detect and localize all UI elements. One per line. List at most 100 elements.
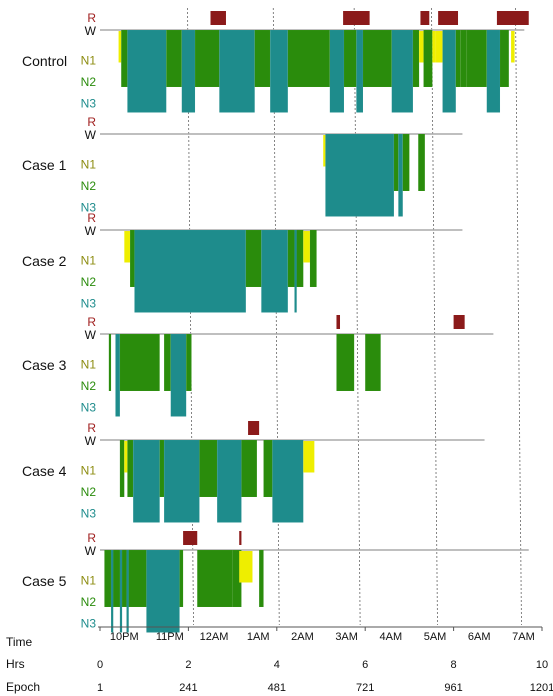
- epoch-tick-0: 1: [97, 682, 103, 694]
- segment-n2-0-21: [455, 29, 461, 88]
- segment-n2-0-23: [466, 29, 487, 88]
- segment-n2-0-22: [459, 29, 468, 88]
- gridline-3: [431, 7, 438, 626]
- segment-n2-4-9: [263, 439, 273, 498]
- segment-n2-4-8: [241, 439, 258, 498]
- stage-label-n3-0: N3: [81, 97, 97, 111]
- stage-label-n2-4: N2: [81, 485, 97, 499]
- segment-r-5-10: [183, 531, 198, 545]
- segment-n3-4-7: [216, 439, 242, 523]
- segment-n3-0-10: [329, 29, 345, 113]
- gridline-4: [515, 7, 522, 626]
- time-axis-label: Time: [6, 635, 33, 649]
- segment-n2-0-9: [287, 29, 331, 88]
- segment-n1-0-0: [118, 30, 122, 63]
- hrs-tick-3: 6: [362, 659, 368, 671]
- segment-n3-5-3: [126, 549, 129, 633]
- stage-label-n1-4: N1: [81, 464, 97, 478]
- hrs-tick-0: 0: [97, 659, 103, 671]
- panel-label-3: Case 3: [22, 357, 67, 373]
- segment-n2-3-6: [336, 333, 355, 392]
- segment-n3-4-3: [132, 439, 160, 523]
- segment-n1-1-0: [322, 134, 326, 167]
- segment-n3-3-4: [170, 333, 187, 417]
- segment-n1-0-19: [435, 30, 443, 63]
- segment-n2-2-7: [309, 229, 317, 288]
- stage-label-n1-0: N1: [81, 54, 97, 68]
- epoch-axis-label: Epoch: [6, 680, 40, 694]
- segment-n2-0-15: [412, 29, 420, 88]
- segment-n2-3-7: [364, 333, 381, 392]
- stage-label-r-3: R: [87, 315, 96, 329]
- segment-n2-0-25: [499, 29, 510, 88]
- segment-n1-4-11: [303, 440, 315, 473]
- segment-n2-0-7: [254, 29, 271, 88]
- stage-label-r-2: R: [87, 211, 96, 225]
- segment-n1-0-26: [510, 30, 515, 63]
- segment-r-0-28: [343, 11, 370, 25]
- time-tick-3: 1AM: [247, 631, 270, 643]
- segment-n2-4-0: [119, 439, 125, 498]
- stage-label-n3-3: N3: [81, 401, 97, 415]
- segment-r-0-31: [496, 11, 529, 25]
- hrs-tick-5: 10: [536, 659, 548, 671]
- stage-label-r-1: R: [87, 115, 96, 129]
- segment-n3-1-3: [398, 133, 404, 217]
- epoch-tick-4: 961: [444, 682, 462, 694]
- segment-n2-4-6: [199, 439, 218, 498]
- stage-label-r-5: R: [87, 531, 96, 545]
- segment-n1-2-6: [303, 230, 311, 263]
- panel-label-2: Case 2: [22, 253, 67, 269]
- hrs-tick-4: 8: [451, 659, 457, 671]
- stage-label-n2-3: N2: [81, 379, 97, 393]
- time-tick-6: 4AM: [380, 631, 403, 643]
- stage-label-n3-4: N3: [81, 507, 97, 521]
- time-tick-9: 7AM: [512, 631, 535, 643]
- gridline-0: [187, 7, 194, 626]
- segment-n3-0-8: [269, 29, 289, 113]
- segment-n3-2-8: [294, 229, 297, 313]
- segment-n2-0-3: [166, 29, 183, 88]
- segment-n2-4-4: [159, 439, 165, 498]
- segment-n2-3-3: [163, 333, 171, 392]
- time-tick-4: 2AM: [291, 631, 314, 643]
- stage-label-n2-5: N2: [81, 595, 97, 609]
- segment-r-5-11: [239, 531, 242, 545]
- hrs-axis-label: Hrs: [6, 657, 25, 671]
- stage-label-w-3: W: [85, 328, 97, 342]
- segment-r-4-12: [248, 421, 260, 435]
- segment-n2-5-5: [179, 549, 184, 608]
- segment-n1-0-18: [432, 30, 437, 63]
- segment-n2-5-9: [258, 549, 264, 608]
- segment-n2-3-2: [119, 333, 160, 392]
- stage-label-n3-5: N3: [81, 617, 97, 631]
- segment-r-3-8: [336, 315, 341, 329]
- epoch-tick-2: 481: [268, 682, 286, 694]
- segment-n3-0-2: [127, 29, 167, 113]
- stage-label-n1-5: N1: [81, 574, 97, 588]
- segment-n3-0-20: [442, 29, 457, 113]
- segment-n2-0-13: [362, 29, 392, 88]
- segment-n1-0-16: [418, 30, 424, 63]
- stage-label-w-5: W: [85, 544, 97, 558]
- panel-label-1: Case 1: [22, 157, 67, 173]
- panel-label-4: Case 4: [22, 463, 67, 479]
- time-tick-5: 3AM: [335, 631, 358, 643]
- segment-n2-0-5: [194, 29, 220, 88]
- segment-n2-1-5: [417, 133, 426, 192]
- segment-n2-3-0: [108, 333, 112, 392]
- epoch-tick-5: 1201: [530, 682, 553, 694]
- segment-n3-2-4: [261, 229, 289, 313]
- segment-n3-5-1: [110, 549, 114, 633]
- segment-r-0-29: [420, 11, 430, 25]
- segment-r-3-9: [453, 315, 465, 329]
- panel-label-0: Control: [22, 53, 67, 69]
- segment-n2-2-3: [245, 229, 262, 288]
- segment-n2-3-5: [185, 333, 192, 392]
- stage-label-n2-2: N2: [81, 275, 97, 289]
- segment-n3-4-10: [272, 439, 304, 523]
- segment-n3-5-4: [146, 549, 180, 633]
- segment-n2-0-17: [423, 29, 433, 88]
- time-tick-1: 11PM: [156, 631, 184, 643]
